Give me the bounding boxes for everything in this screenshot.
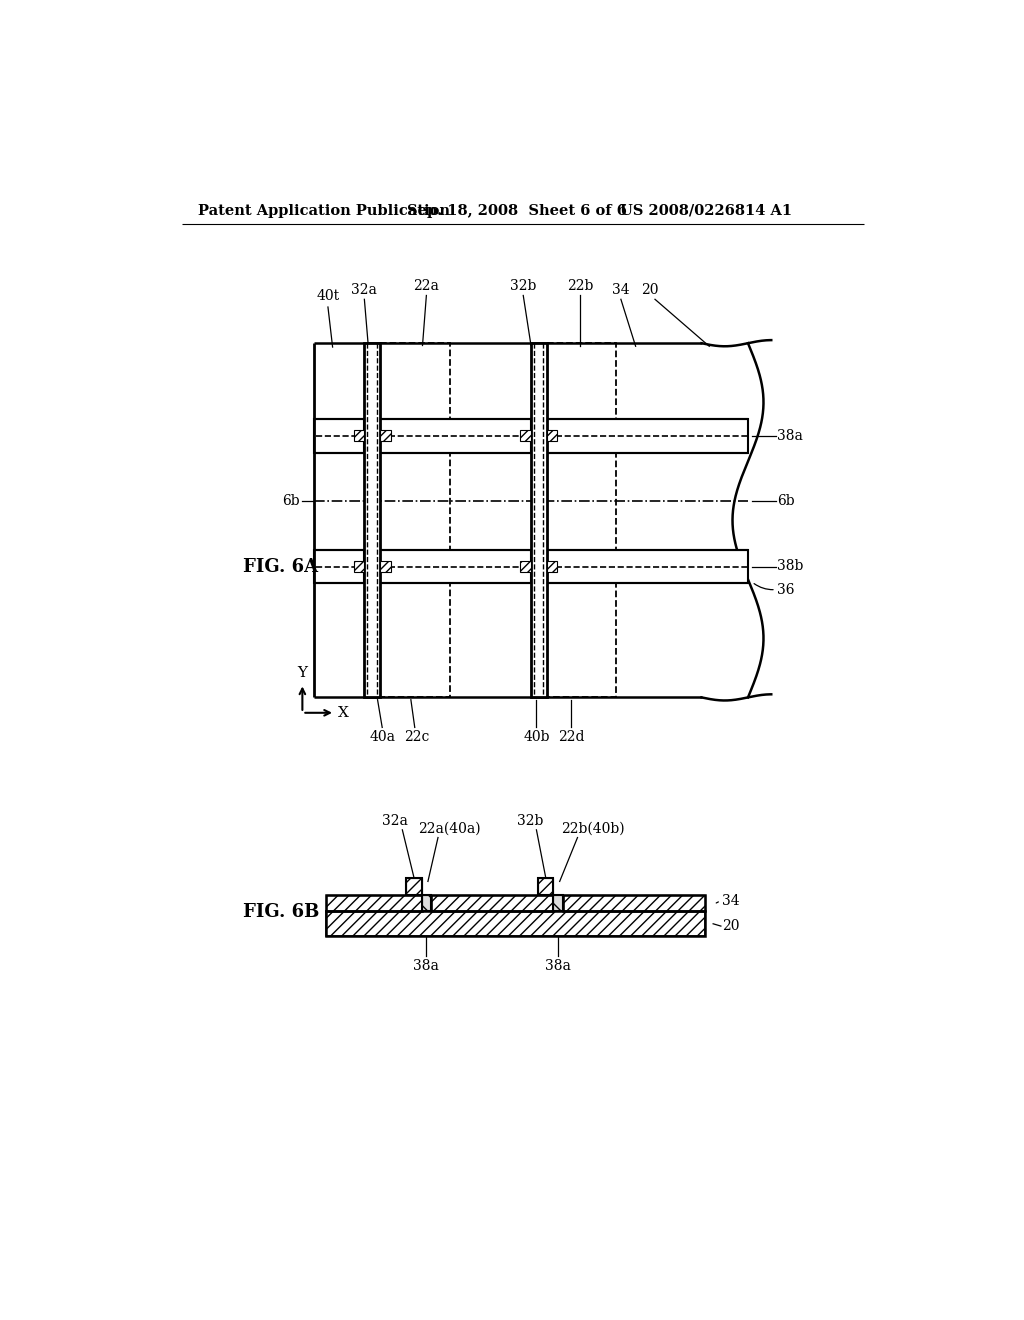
Text: 22d: 22d — [558, 730, 585, 743]
Bar — [520, 561, 531, 572]
Bar — [547, 549, 748, 583]
Text: 40t: 40t — [316, 289, 340, 304]
Bar — [547, 343, 616, 418]
Bar — [547, 453, 616, 549]
Bar — [520, 430, 531, 441]
Text: 38a: 38a — [414, 960, 439, 973]
Text: 6b: 6b — [283, 494, 300, 508]
Bar — [538, 878, 554, 895]
Text: Patent Application Publication: Patent Application Publication — [198, 203, 450, 218]
Bar — [547, 583, 616, 697]
Bar — [353, 430, 365, 441]
Text: 32b: 32b — [517, 813, 544, 828]
Bar — [326, 895, 422, 911]
Bar — [353, 561, 365, 572]
Bar — [531, 343, 547, 697]
Bar — [547, 430, 557, 441]
Text: 32a: 32a — [382, 813, 408, 828]
Text: 38a: 38a — [777, 429, 803, 442]
Bar — [380, 418, 531, 453]
Text: 22a: 22a — [414, 279, 439, 293]
Text: 38a: 38a — [545, 960, 571, 973]
Bar — [380, 430, 391, 441]
Text: 22c: 22c — [404, 730, 430, 743]
Text: 22a(40a): 22a(40a) — [419, 821, 481, 836]
Text: FIG. 6A: FIG. 6A — [243, 557, 317, 576]
Bar — [380, 583, 450, 697]
Bar — [538, 878, 554, 895]
Bar — [314, 418, 365, 453]
Text: X: X — [338, 706, 349, 719]
Bar — [563, 895, 706, 911]
Bar — [380, 343, 450, 418]
Bar — [380, 549, 531, 583]
Bar — [365, 343, 380, 697]
Text: Sep. 18, 2008  Sheet 6 of 6: Sep. 18, 2008 Sheet 6 of 6 — [407, 203, 627, 218]
Text: 40a: 40a — [370, 730, 395, 743]
Text: 38b: 38b — [777, 560, 804, 573]
Bar — [326, 911, 706, 936]
Text: 22b: 22b — [566, 279, 593, 293]
Bar — [431, 895, 554, 911]
Bar — [547, 561, 557, 572]
Text: 34: 34 — [612, 282, 630, 297]
Bar — [554, 895, 563, 911]
Bar — [380, 561, 391, 572]
Bar — [547, 418, 748, 453]
Text: 22b(40b): 22b(40b) — [561, 821, 625, 836]
Bar — [314, 549, 365, 583]
Text: 34: 34 — [722, 894, 740, 908]
Bar — [554, 895, 563, 911]
Bar — [407, 878, 422, 895]
Text: 20: 20 — [641, 282, 658, 297]
Bar — [563, 895, 706, 911]
Bar — [407, 878, 422, 895]
Bar — [422, 895, 431, 911]
Bar — [326, 911, 706, 936]
Text: 32b: 32b — [510, 279, 537, 293]
Text: 32a: 32a — [351, 282, 377, 297]
Text: 40b: 40b — [523, 730, 550, 743]
Text: US 2008/0226814 A1: US 2008/0226814 A1 — [621, 203, 793, 218]
Bar — [326, 895, 422, 911]
Text: 36: 36 — [777, 582, 795, 597]
Text: FIG. 6B: FIG. 6B — [243, 903, 319, 921]
Text: 20: 20 — [722, 919, 740, 933]
Text: 6b: 6b — [777, 494, 795, 508]
Text: Y: Y — [297, 667, 307, 681]
Bar — [422, 895, 431, 911]
Bar — [380, 453, 450, 549]
Bar — [431, 895, 554, 911]
